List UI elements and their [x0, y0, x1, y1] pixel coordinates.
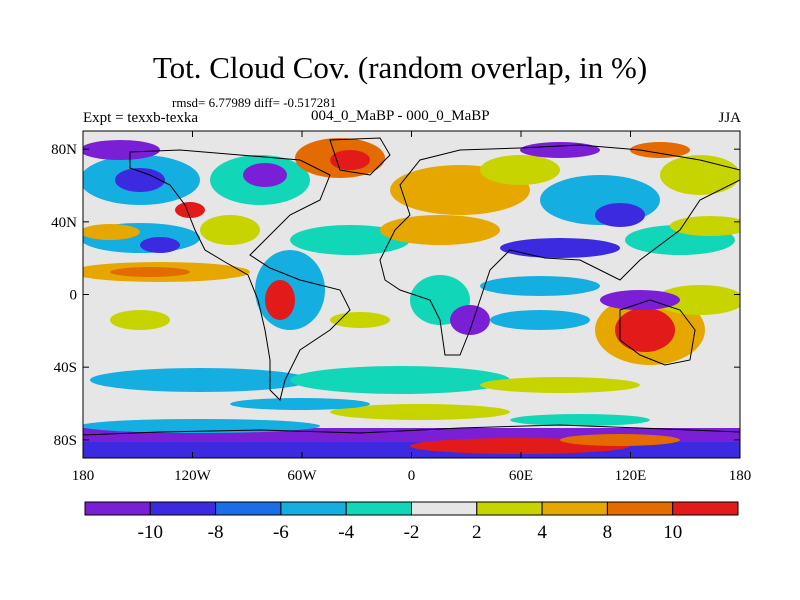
patch	[330, 404, 510, 420]
colorbar-swatch	[606, 501, 674, 516]
patch	[83, 419, 320, 433]
colorbar-label: -6	[273, 522, 289, 543]
lon-tick-label: 0	[408, 468, 416, 484]
patch	[600, 290, 680, 310]
colorbar-swatch	[215, 501, 282, 516]
comparison-label: 004_0_MaBP - 000_0_MaBP	[311, 108, 490, 124]
patch	[110, 267, 190, 277]
lat-tick-label: 80N	[51, 142, 77, 158]
coastline-antarctica	[82, 424, 741, 436]
axis-ticks: 180 120W 60W 0 60E 120E 180 80N 40N 0 40S 80S	[51, 131, 751, 484]
patch	[480, 276, 600, 296]
season-label: JJA	[718, 110, 741, 126]
patch	[595, 203, 645, 227]
lon-tick-label: 60W	[287, 468, 317, 484]
colorbar-swatch	[84, 501, 151, 516]
patch	[230, 398, 370, 410]
patch	[500, 238, 620, 258]
colorbar-swatch	[345, 501, 413, 516]
patch	[83, 140, 160, 160]
coastline-australia	[619, 299, 696, 366]
patch	[670, 216, 740, 236]
patch	[510, 414, 650, 426]
patch	[520, 142, 600, 158]
lon-tick-label: 60E	[509, 468, 533, 484]
colorbar-swatch	[672, 501, 739, 516]
patch	[175, 202, 205, 218]
coastlines	[82, 137, 741, 436]
lat-tick-label: 40N	[51, 215, 77, 231]
colorbar-swatch	[280, 501, 347, 516]
patch	[615, 308, 675, 352]
patch	[290, 366, 510, 394]
patch	[115, 168, 165, 192]
patch	[90, 368, 310, 392]
patch	[660, 155, 740, 195]
colorbar-swatch	[476, 501, 543, 516]
patch	[83, 224, 140, 240]
lon-tick-label: 180	[72, 468, 95, 484]
lon-tick-label: 180	[729, 468, 752, 484]
experiment-label: Expt = texxb-texka	[83, 110, 199, 126]
lon-tick-label: 120W	[174, 468, 212, 484]
patch	[265, 280, 295, 320]
lat-tick-label: 40S	[54, 360, 77, 376]
patch	[490, 310, 590, 330]
cloud-anomaly-field	[83, 138, 740, 458]
patch	[243, 163, 287, 187]
coastline-greenland	[329, 137, 391, 176]
colorbar-label: 4	[537, 522, 547, 543]
lat-tick-label: 80S	[54, 433, 77, 449]
colorbar-label: -2	[404, 522, 420, 543]
colorbar-swatch	[411, 501, 478, 516]
patch	[140, 237, 180, 253]
colorbar-swatch	[149, 501, 217, 516]
patch	[560, 434, 680, 446]
patch	[200, 215, 260, 245]
colorbar-label: 2	[472, 522, 482, 543]
patch	[330, 150, 370, 170]
patch	[380, 215, 500, 245]
colorbar-label: -8	[208, 522, 224, 543]
patch	[110, 310, 170, 330]
colorbar-label: -4	[338, 522, 354, 543]
colorbar-label: 10	[663, 522, 682, 543]
lat-tick-label: 0	[70, 288, 78, 304]
patch	[655, 285, 740, 315]
patch	[630, 142, 690, 158]
patch	[480, 155, 560, 185]
patch	[450, 305, 490, 335]
coastline-africa-eurasia	[379, 144, 741, 356]
colorbar: -10 -8 -6 -4 -2 2 4 8 10	[84, 501, 739, 543]
stats-label: rmsd= 6.77989 diff= -0.517281	[172, 95, 337, 110]
coastline-americas	[129, 149, 351, 401]
colorbar-label: 8	[603, 522, 613, 543]
patch	[480, 377, 640, 393]
colorbar-swatch	[541, 501, 608, 516]
patch	[330, 312, 390, 328]
lon-tick-label: 120E	[615, 468, 647, 484]
colorbar-label: -10	[138, 522, 163, 543]
chart-title: Tot. Cloud Cov. (random overlap, in %)	[152, 50, 648, 85]
patch	[290, 225, 410, 255]
